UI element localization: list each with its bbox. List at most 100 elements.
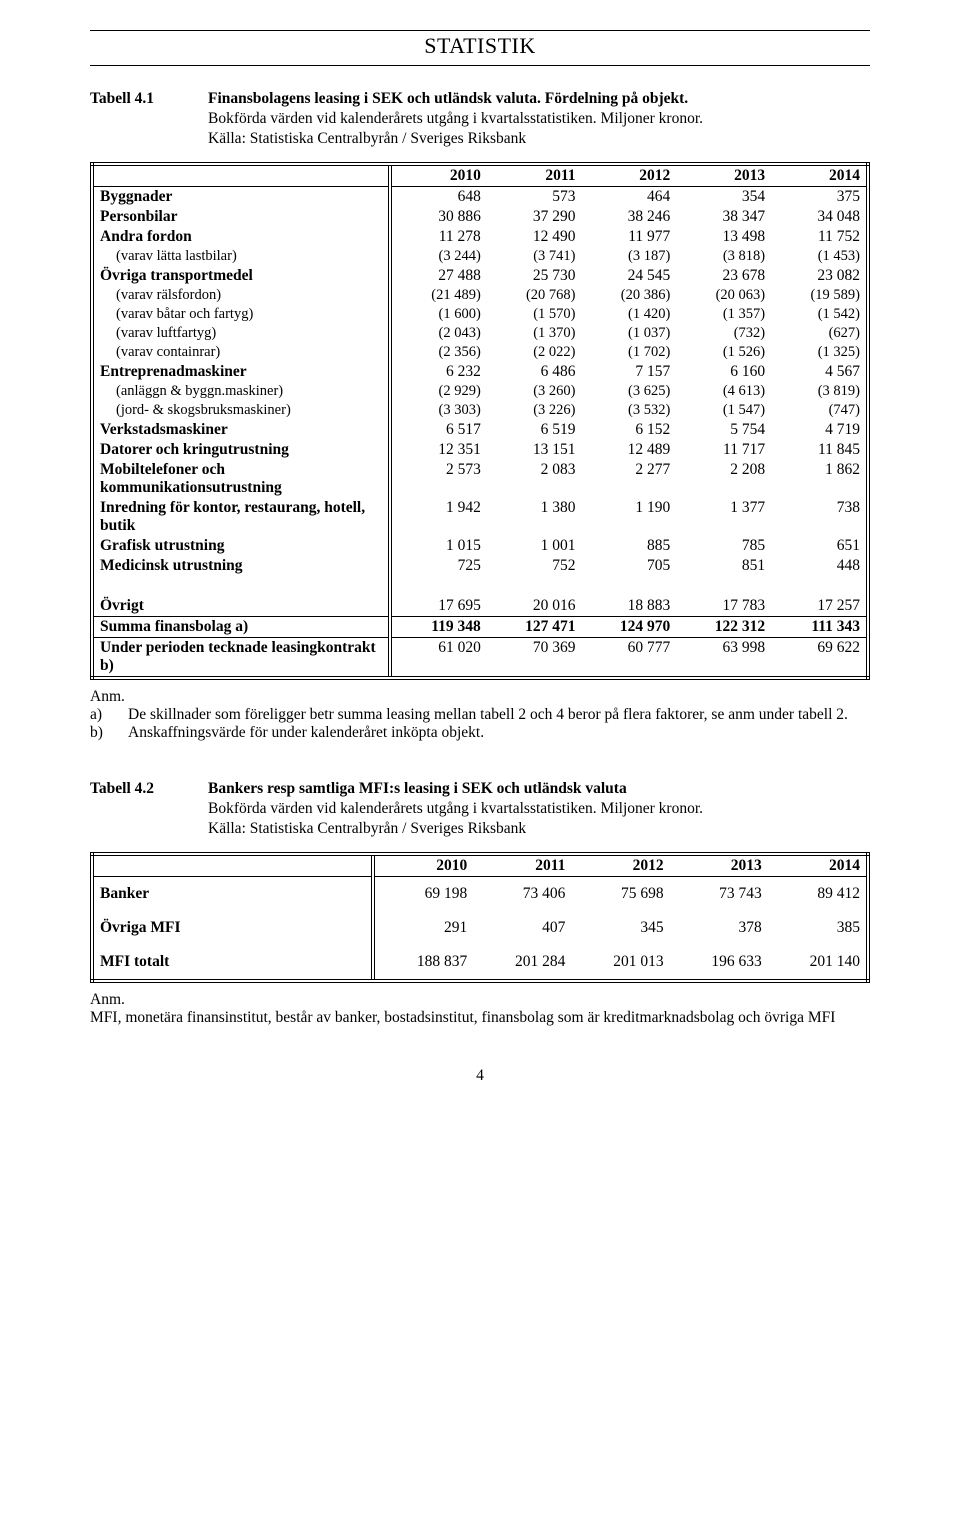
table-cell: 13 498 bbox=[676, 227, 771, 247]
table-row: Datorer och kringutrustning12 35113 1511… bbox=[92, 440, 868, 460]
table-cell: 60 777 bbox=[582, 638, 677, 679]
table-cell: 119 348 bbox=[390, 617, 487, 638]
table-cell: 6 232 bbox=[390, 362, 487, 382]
table-cell: 6 517 bbox=[390, 420, 487, 440]
table-cell: 5 754 bbox=[676, 420, 771, 440]
row-label: (varav lätta lastbilar) bbox=[92, 247, 390, 266]
table-cell: 201 140 bbox=[768, 945, 868, 981]
note-a: a) De skillnader som föreligger betr sum… bbox=[90, 706, 870, 724]
table-cell: 23 082 bbox=[771, 266, 868, 286]
anm-text: MFI, monetära finansinstitut, består av … bbox=[90, 1009, 870, 1027]
table-cell: 291 bbox=[373, 911, 473, 945]
note-b-text: Anskaffningsvärde för under kalenderåret… bbox=[128, 724, 484, 742]
table-cell: (2 022) bbox=[487, 343, 582, 362]
table-cell: 705 bbox=[582, 556, 677, 576]
table-cell: 651 bbox=[771, 536, 868, 556]
table-cell: 73 743 bbox=[670, 877, 768, 912]
table-cell: 378 bbox=[670, 911, 768, 945]
table-cell: 23 678 bbox=[676, 266, 771, 286]
table-42: 2010 2011 2012 2013 2014 Banker69 19873 … bbox=[90, 852, 870, 983]
row-label: (varav containrar) bbox=[92, 343, 390, 362]
table-cell: 73 406 bbox=[473, 877, 571, 912]
table-cell: 69 198 bbox=[373, 877, 473, 912]
table-cell: (627) bbox=[771, 324, 868, 343]
page-title: STATISTIK bbox=[90, 33, 870, 59]
table-cell: (3 532) bbox=[582, 401, 677, 420]
table-cell: 725 bbox=[390, 556, 487, 576]
table-row: (varav containrar)(2 356)(2 022)(1 702)(… bbox=[92, 343, 868, 362]
table-cell: 4 567 bbox=[771, 362, 868, 382]
table-row: Personbilar30 88637 29038 24638 34734 04… bbox=[92, 207, 868, 227]
table-41-year: 2014 bbox=[771, 164, 868, 187]
table-41-notes: Anm. a) De skillnader som föreligger bet… bbox=[90, 688, 870, 742]
table-cell: 448 bbox=[771, 556, 868, 576]
table-row: (varav lätta lastbilar)(3 244)(3 741)(3 … bbox=[92, 247, 868, 266]
table-cell: 70 369 bbox=[487, 638, 582, 679]
table-41-heading: Tabell 4.1 Finansbolagens leasing i SEK … bbox=[90, 90, 870, 108]
table-41-year: 2010 bbox=[390, 164, 487, 187]
row-label: Banker bbox=[92, 877, 373, 912]
row-label: MFI totalt bbox=[92, 945, 373, 981]
table-cell: 17 257 bbox=[771, 596, 868, 617]
table-cell: 573 bbox=[487, 187, 582, 208]
table-42-year: 2014 bbox=[768, 854, 868, 877]
table-cell: (2 356) bbox=[390, 343, 487, 362]
table-cell: (21 489) bbox=[390, 286, 487, 305]
table-cell: 4 719 bbox=[771, 420, 868, 440]
table-cell: (3 187) bbox=[582, 247, 677, 266]
table-cell: 17 783 bbox=[676, 596, 771, 617]
table-cell: 12 490 bbox=[487, 227, 582, 247]
row-label: Personbilar bbox=[92, 207, 390, 227]
table-cell: 11 752 bbox=[771, 227, 868, 247]
table-row: Andra fordon11 27812 49011 97713 49811 7… bbox=[92, 227, 868, 247]
table-cell: 17 695 bbox=[390, 596, 487, 617]
table-cell: 648 bbox=[390, 187, 487, 208]
row-label: Verkstadsmaskiner bbox=[92, 420, 390, 440]
table-cell: 11 717 bbox=[676, 440, 771, 460]
table-row: Banker69 19873 40675 69873 74389 412 bbox=[92, 877, 868, 912]
row-label: Medicinsk utrustning bbox=[92, 556, 390, 576]
table-42-year: 2011 bbox=[473, 854, 571, 877]
table-41-subtitle: Bokförda värden vid kalenderårets utgång… bbox=[208, 110, 870, 128]
table-cell: 1 190 bbox=[582, 498, 677, 536]
table-42-year: 2010 bbox=[373, 854, 473, 877]
row-label: Mobiltelefoner och kommunikationsutrustn… bbox=[92, 460, 390, 498]
table-42-number: Tabell 4.2 bbox=[90, 780, 208, 798]
table-cell: 11 278 bbox=[390, 227, 487, 247]
table-row: Övriga MFI291407345378385 bbox=[92, 911, 868, 945]
table-cell: 738 bbox=[771, 498, 868, 536]
row-label: Grafisk utrustning bbox=[92, 536, 390, 556]
row-label: (varav luftfartyg) bbox=[92, 324, 390, 343]
table-row: MFI totalt188 837201 284201 013196 63320… bbox=[92, 945, 868, 981]
table-42-notes: Anm. MFI, monetära finansinstitut, bestå… bbox=[90, 991, 870, 1027]
table-cell: (1 420) bbox=[582, 305, 677, 324]
table-41: 2010 2011 2012 2013 2014 Byggnader648573… bbox=[90, 162, 870, 680]
table-cell: 6 519 bbox=[487, 420, 582, 440]
table-cell: (1 547) bbox=[676, 401, 771, 420]
table-row: Medicinsk utrustning725752705851448 bbox=[92, 556, 868, 576]
table-42-header-blank bbox=[92, 854, 373, 877]
table-cell: 345 bbox=[571, 911, 669, 945]
table-cell: (1 570) bbox=[487, 305, 582, 324]
table-row: (varav luftfartyg)(2 043)(1 370)(1 037)(… bbox=[92, 324, 868, 343]
table-42-source: Källa: Statistiska Centralbyrån / Sverig… bbox=[208, 820, 870, 838]
table-cell: 11 845 bbox=[771, 440, 868, 460]
table-cell: (4 613) bbox=[676, 382, 771, 401]
table-cell: 464 bbox=[582, 187, 677, 208]
table-cell: 75 698 bbox=[571, 877, 669, 912]
table-cell: (3 303) bbox=[390, 401, 487, 420]
note-b-key: b) bbox=[90, 724, 128, 742]
table-cell: 385 bbox=[768, 911, 868, 945]
table-cell: 1 001 bbox=[487, 536, 582, 556]
table-41-source: Källa: Statistiska Centralbyrån / Sverig… bbox=[208, 130, 870, 148]
table-cell: 127 471 bbox=[487, 617, 582, 638]
table-42-heading: Tabell 4.2 Bankers resp samtliga MFI:s l… bbox=[90, 780, 870, 798]
anm-label: Anm. bbox=[90, 688, 870, 706]
row-label: Övriga MFI bbox=[92, 911, 373, 945]
table-cell: 2 083 bbox=[487, 460, 582, 498]
table-cell: 201 013 bbox=[571, 945, 669, 981]
spacer bbox=[487, 576, 582, 596]
table-cell: 1 942 bbox=[390, 498, 487, 536]
table-cell: 2 573 bbox=[390, 460, 487, 498]
spacer bbox=[390, 576, 487, 596]
